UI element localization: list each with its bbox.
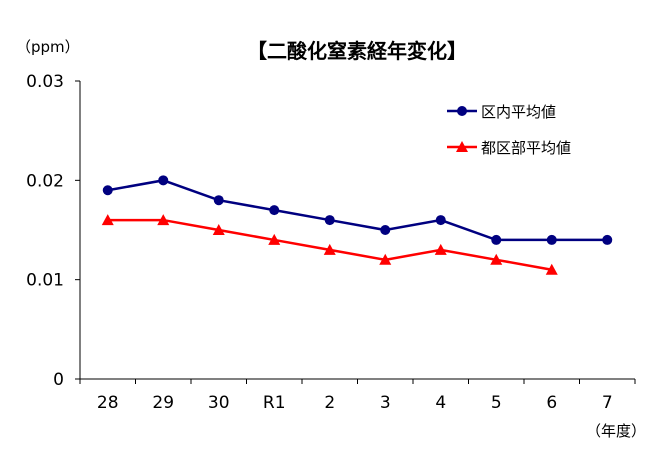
data-point — [545, 263, 558, 275]
x-tick-label: R1 — [263, 393, 286, 413]
data-point — [546, 234, 557, 245]
data-point — [269, 205, 280, 216]
data-point — [435, 215, 446, 226]
chart-title: 【二酸化窒素経年変化】 — [247, 39, 467, 63]
data-point — [102, 185, 113, 196]
series-line — [107, 179, 608, 242]
x-tick-label: 5 — [491, 393, 502, 413]
y-tick-label: 0.03 — [26, 72, 64, 92]
series-1 — [102, 175, 613, 245]
data-point — [324, 215, 335, 226]
y-tick-label: 0.01 — [26, 271, 64, 291]
y-axis-ticks: 0 0.01 0.02 0.03 — [26, 72, 80, 390]
y-tick-label: 0.02 — [26, 171, 64, 191]
data-point — [490, 253, 503, 265]
x-tick-label: 2 — [324, 393, 335, 413]
x-axis-ticks: 28 29 30 R1 2 3 4 5 6 7 — [79, 379, 636, 413]
legend-item: 都区部平均値 — [447, 139, 571, 157]
y-tick-label: 0 — [53, 370, 64, 390]
data-point — [212, 224, 225, 235]
x-tick-label: 3 — [380, 393, 391, 413]
series-2 — [101, 214, 558, 275]
legend-label: 都区部平均値 — [481, 139, 571, 157]
data-point — [491, 234, 502, 245]
data-point — [380, 225, 391, 235]
x-tick-label: 4 — [435, 393, 446, 413]
data-point — [158, 175, 169, 186]
data-point — [434, 243, 447, 255]
x-tick-label: 29 — [152, 393, 174, 413]
y-axis-unit-label: （ppm） — [16, 38, 80, 56]
x-axis-unit-label: （年度） — [586, 422, 646, 440]
x-tick-label: 28 — [97, 393, 119, 413]
legend-swatch-marker — [457, 106, 467, 116]
legend-item: 区内平均値 — [447, 103, 556, 121]
data-point — [157, 214, 170, 226]
data-point — [323, 243, 336, 255]
data-point — [101, 214, 114, 226]
x-tick-label: 7 — [602, 393, 613, 413]
legend-swatch-marker — [456, 141, 468, 152]
data-point — [268, 233, 281, 245]
x-tick-label: 6 — [546, 393, 557, 413]
data-point — [213, 195, 224, 206]
x-tick-label: 30 — [208, 393, 230, 413]
data-point — [379, 253, 392, 265]
series-layer — [101, 175, 613, 275]
legend-label: 区内平均値 — [481, 103, 556, 121]
data-point — [602, 234, 613, 245]
